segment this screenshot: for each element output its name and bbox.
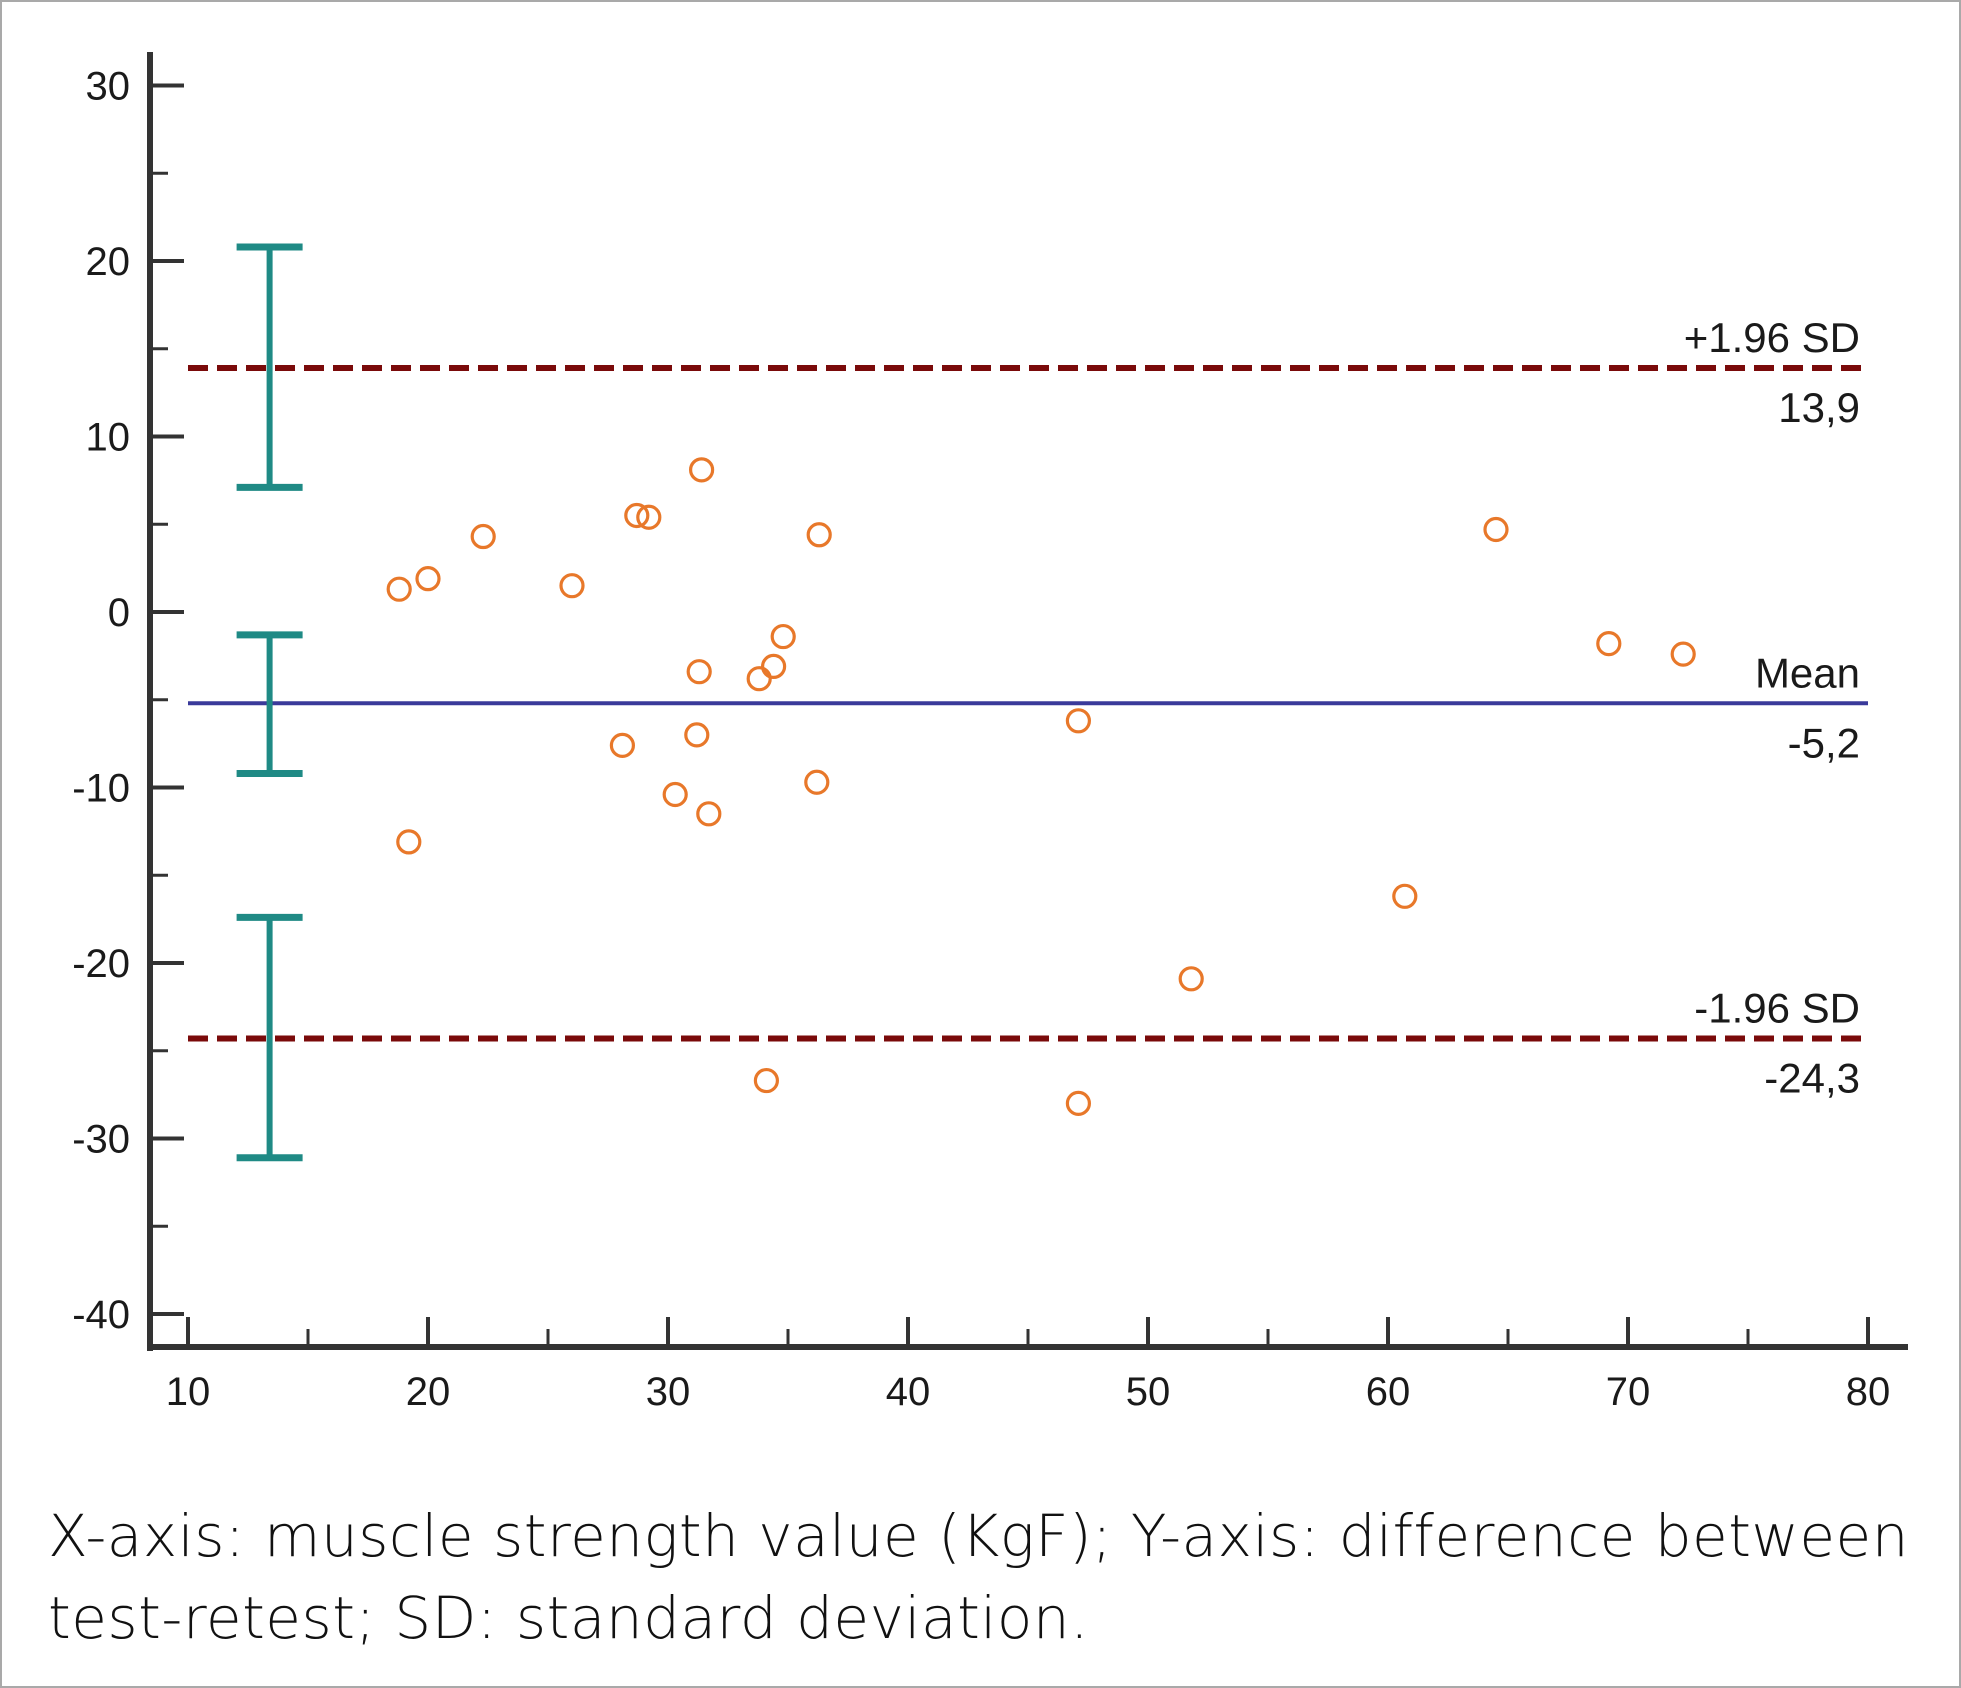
data-point <box>746 666 772 692</box>
mean-label: Mean <box>1755 649 1860 696</box>
data-point <box>396 829 422 855</box>
x-tick-label: 20 <box>406 1370 451 1414</box>
data-point <box>770 623 796 650</box>
figure-caption: X-axis: muscle strength value (KgF); Y-a… <box>48 1495 1928 1659</box>
x-tick-label: 10 <box>166 1370 211 1414</box>
data-point <box>688 457 715 483</box>
data-point <box>684 722 710 748</box>
confidence-interval-bars <box>236 243 303 1162</box>
data-point <box>386 576 412 602</box>
data-point <box>559 573 585 599</box>
data-point <box>760 653 787 680</box>
caption-line-2: test-retest; SD: standard deviation. <box>48 1584 1090 1652</box>
data-point <box>415 566 441 592</box>
data-point <box>1178 966 1204 992</box>
upper-loa-label: +1.96 SD <box>1684 314 1860 361</box>
data-point <box>1483 516 1509 543</box>
data-point <box>753 1067 780 1094</box>
x-tick-label: 40 <box>886 1370 931 1414</box>
caption-line-1: X-axis: muscle strength value (KgF); Y-a… <box>48 1502 1909 1570</box>
data-point <box>1065 1090 1092 1117</box>
x-tick-label: 80 <box>1846 1370 1891 1414</box>
data-point <box>1670 641 1696 667</box>
y-tick-label: 20 <box>86 240 131 284</box>
data-point <box>1392 883 1418 909</box>
data-point <box>636 504 662 530</box>
lower-loa-label: -1.96 SD <box>1694 984 1860 1031</box>
data-point <box>696 801 722 827</box>
y-tick-label: -30 <box>72 1118 130 1162</box>
y-tick-label: 30 <box>86 65 131 109</box>
data-point <box>806 522 832 548</box>
data-points <box>386 457 1696 1117</box>
data-point <box>470 523 496 550</box>
y-tick-label: 0 <box>108 591 130 635</box>
data-point <box>1065 708 1092 734</box>
mean-value-label: -5,2 <box>1788 719 1860 766</box>
upper-loa-value-label: 13,9 <box>1778 384 1860 431</box>
data-point <box>686 659 712 685</box>
y-tick-label: -20 <box>72 942 130 986</box>
data-point <box>1596 630 1622 657</box>
x-tick-label: 60 <box>1366 1370 1411 1414</box>
data-point <box>609 732 636 758</box>
reference-lines <box>188 365 1868 1042</box>
x-tick-label: 70 <box>1606 1370 1651 1414</box>
y-tick-label: -40 <box>72 1293 130 1337</box>
x-tick-label: 30 <box>646 1370 691 1414</box>
reference-line-labels: +1.96 SD 13,9 Mean -5,2 -1.96 SD -24,3 <box>1684 314 1860 1101</box>
bland-altman-plot: 30 20 10 0 -10 -20 -30 -40 10 20 30 40 50 60 70 80 +1.9… <box>72 52 1908 1414</box>
data-point <box>662 781 688 808</box>
y-tick-label: -10 <box>72 767 130 811</box>
data-point <box>804 769 830 795</box>
y-tick-label: 10 <box>86 416 131 460</box>
lower-loa-value-label: -24,3 <box>1764 1054 1860 1101</box>
x-tick-label: 50 <box>1126 1370 1171 1414</box>
data-point <box>624 502 650 529</box>
axes: 30 20 10 0 -10 -20 -30 -40 10 20 30 40 50 60 70 80 <box>72 52 1908 1414</box>
